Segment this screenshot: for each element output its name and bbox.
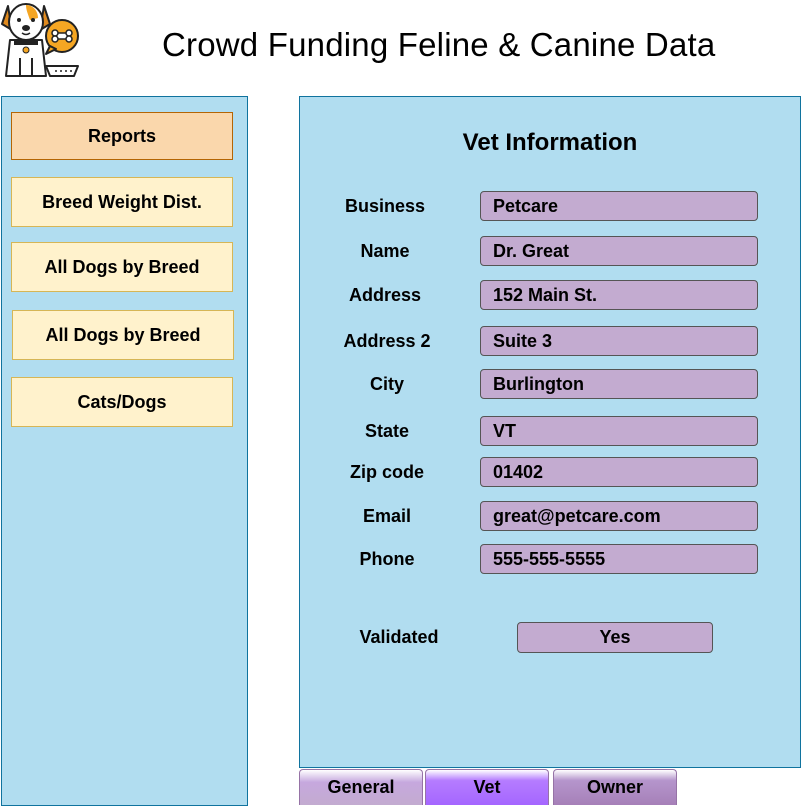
- state-field[interactable]: VT: [480, 416, 758, 446]
- city-field[interactable]: Burlington: [480, 369, 758, 399]
- validated-field[interactable]: Yes: [517, 622, 713, 653]
- tab-general[interactable]: General: [299, 769, 423, 805]
- email-field[interactable]: great@petcare.com: [480, 501, 758, 531]
- phone-label: Phone: [359, 549, 415, 569]
- vet-information-panel: Vet Information Business Petcare Name Dr…: [299, 96, 801, 768]
- panel-title: Vet Information: [462, 129, 638, 156]
- dog-logo-icon: [1, 3, 79, 77]
- sidebar-item-all-dogs-by-breed-2[interactable]: All Dogs by Breed: [12, 310, 234, 360]
- sidebar-item-reports[interactable]: Reports: [11, 112, 233, 160]
- address-label: Address: [348, 285, 422, 305]
- zip-code-label: Zip code: [349, 462, 424, 482]
- tab-vet[interactable]: Vet: [425, 769, 549, 805]
- phone-field[interactable]: 555-555-5555: [480, 544, 758, 574]
- sidebar-item-all-dogs-by-breed[interactable]: All Dogs by Breed: [11, 242, 233, 292]
- address-2-label: Address 2: [343, 331, 431, 351]
- state-label: State: [364, 421, 409, 441]
- city-label: City: [369, 374, 404, 394]
- sidebar: Reports Breed Weight Dist. All Dogs by B…: [1, 96, 248, 806]
- email-label: Email: [362, 506, 412, 526]
- business-field[interactable]: Petcare: [480, 191, 758, 221]
- sidebar-item-breed-weight-dist[interactable]: Breed Weight Dist.: [11, 177, 233, 227]
- address-2-field[interactable]: Suite 3: [480, 326, 758, 356]
- name-field[interactable]: Dr. Great: [480, 236, 758, 266]
- address-field[interactable]: 152 Main St.: [480, 280, 758, 310]
- name-label: Name: [360, 241, 410, 261]
- validated-label: Validated: [359, 627, 439, 647]
- tab-owner[interactable]: Owner: [553, 769, 677, 805]
- business-label: Business: [344, 196, 426, 216]
- sidebar-item-cats-dogs[interactable]: Cats/Dogs: [11, 377, 233, 427]
- app-title: Crowd Funding Feline & Canine Data: [162, 26, 716, 63]
- zip-code-field[interactable]: 01402: [480, 457, 758, 487]
